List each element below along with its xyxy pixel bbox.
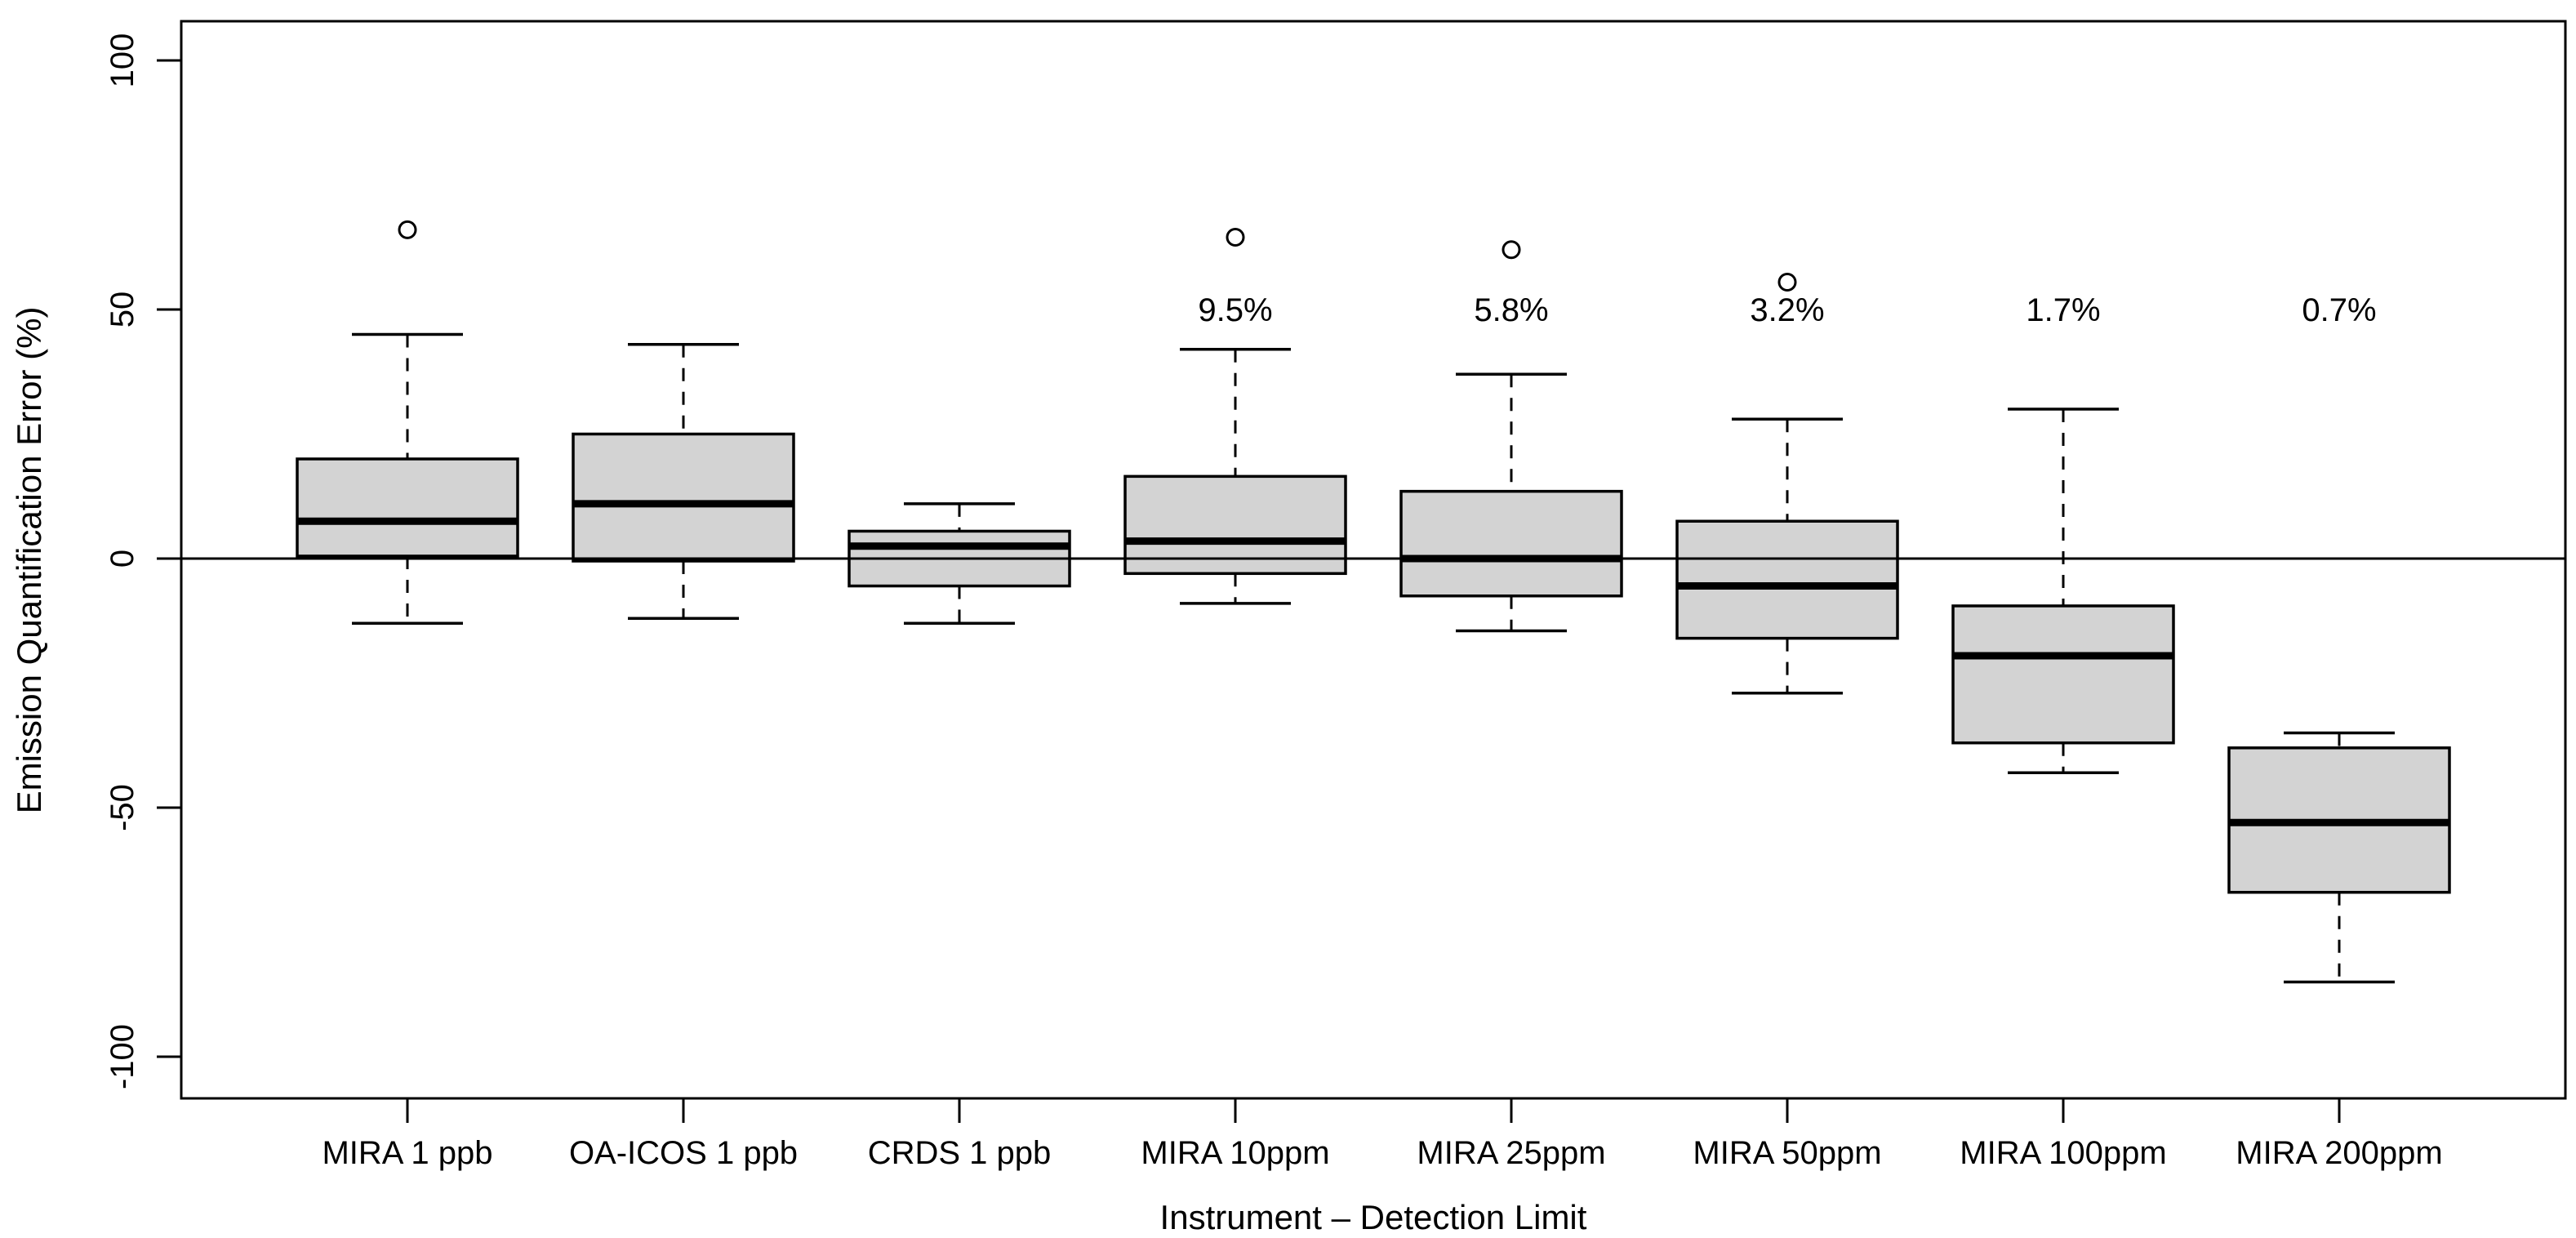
x-tick-label: MIRA 1 ppb — [322, 1135, 492, 1171]
annotation-label: 0.7% — [2302, 292, 2376, 328]
plot-frame — [180, 20, 2567, 1100]
x-tick-label: MIRA 25ppm — [1417, 1135, 1605, 1171]
iqr-box — [1399, 489, 1623, 598]
outlier-icon — [1777, 272, 1797, 292]
outlier-icon — [1502, 240, 1521, 260]
annotation-label: 1.7% — [2026, 292, 2100, 328]
y-tick-label: 50 — [105, 292, 140, 328]
x-tick-label: MIRA 100ppm — [1960, 1135, 2166, 1171]
y-axis-title: Emission Quantification Error (%) — [10, 307, 48, 814]
x-tick-label: MIRA 200ppm — [2236, 1135, 2442, 1171]
x-tick-label: OA-ICOS 1 ppb — [569, 1135, 798, 1171]
y-tick-label: -50 — [105, 784, 140, 831]
x-tick-label: MIRA 10ppm — [1141, 1135, 1329, 1171]
plot-content: 100 50 0 -50 -100 MIRA 1 ppb OA-ICOS 1 ppb CRDS… — [105, 33, 2451, 1171]
annotation-label: 3.2% — [1750, 292, 1824, 328]
iqr-box — [1123, 474, 1347, 576]
iqr-box — [1675, 519, 1899, 640]
x-tick-label: CRDS 1 ppb — [868, 1135, 1052, 1171]
y-tick-label: 100 — [105, 33, 140, 88]
iqr-box — [296, 457, 519, 558]
x-axis-title: Instrument – Detection Limit — [1160, 1198, 1587, 1236]
annotation-label: 9.5% — [1198, 292, 1272, 328]
iqr-box — [572, 432, 795, 563]
outlier-icon — [398, 220, 417, 239]
y-tick-label: 0 — [105, 550, 140, 568]
iqr-box — [1951, 604, 2175, 745]
y-tick-label: -100 — [105, 1024, 140, 1089]
outlier-icon — [1226, 228, 1245, 247]
annotation-label: 5.8% — [1474, 292, 1548, 328]
x-tick-label: MIRA 50ppm — [1693, 1135, 1881, 1171]
